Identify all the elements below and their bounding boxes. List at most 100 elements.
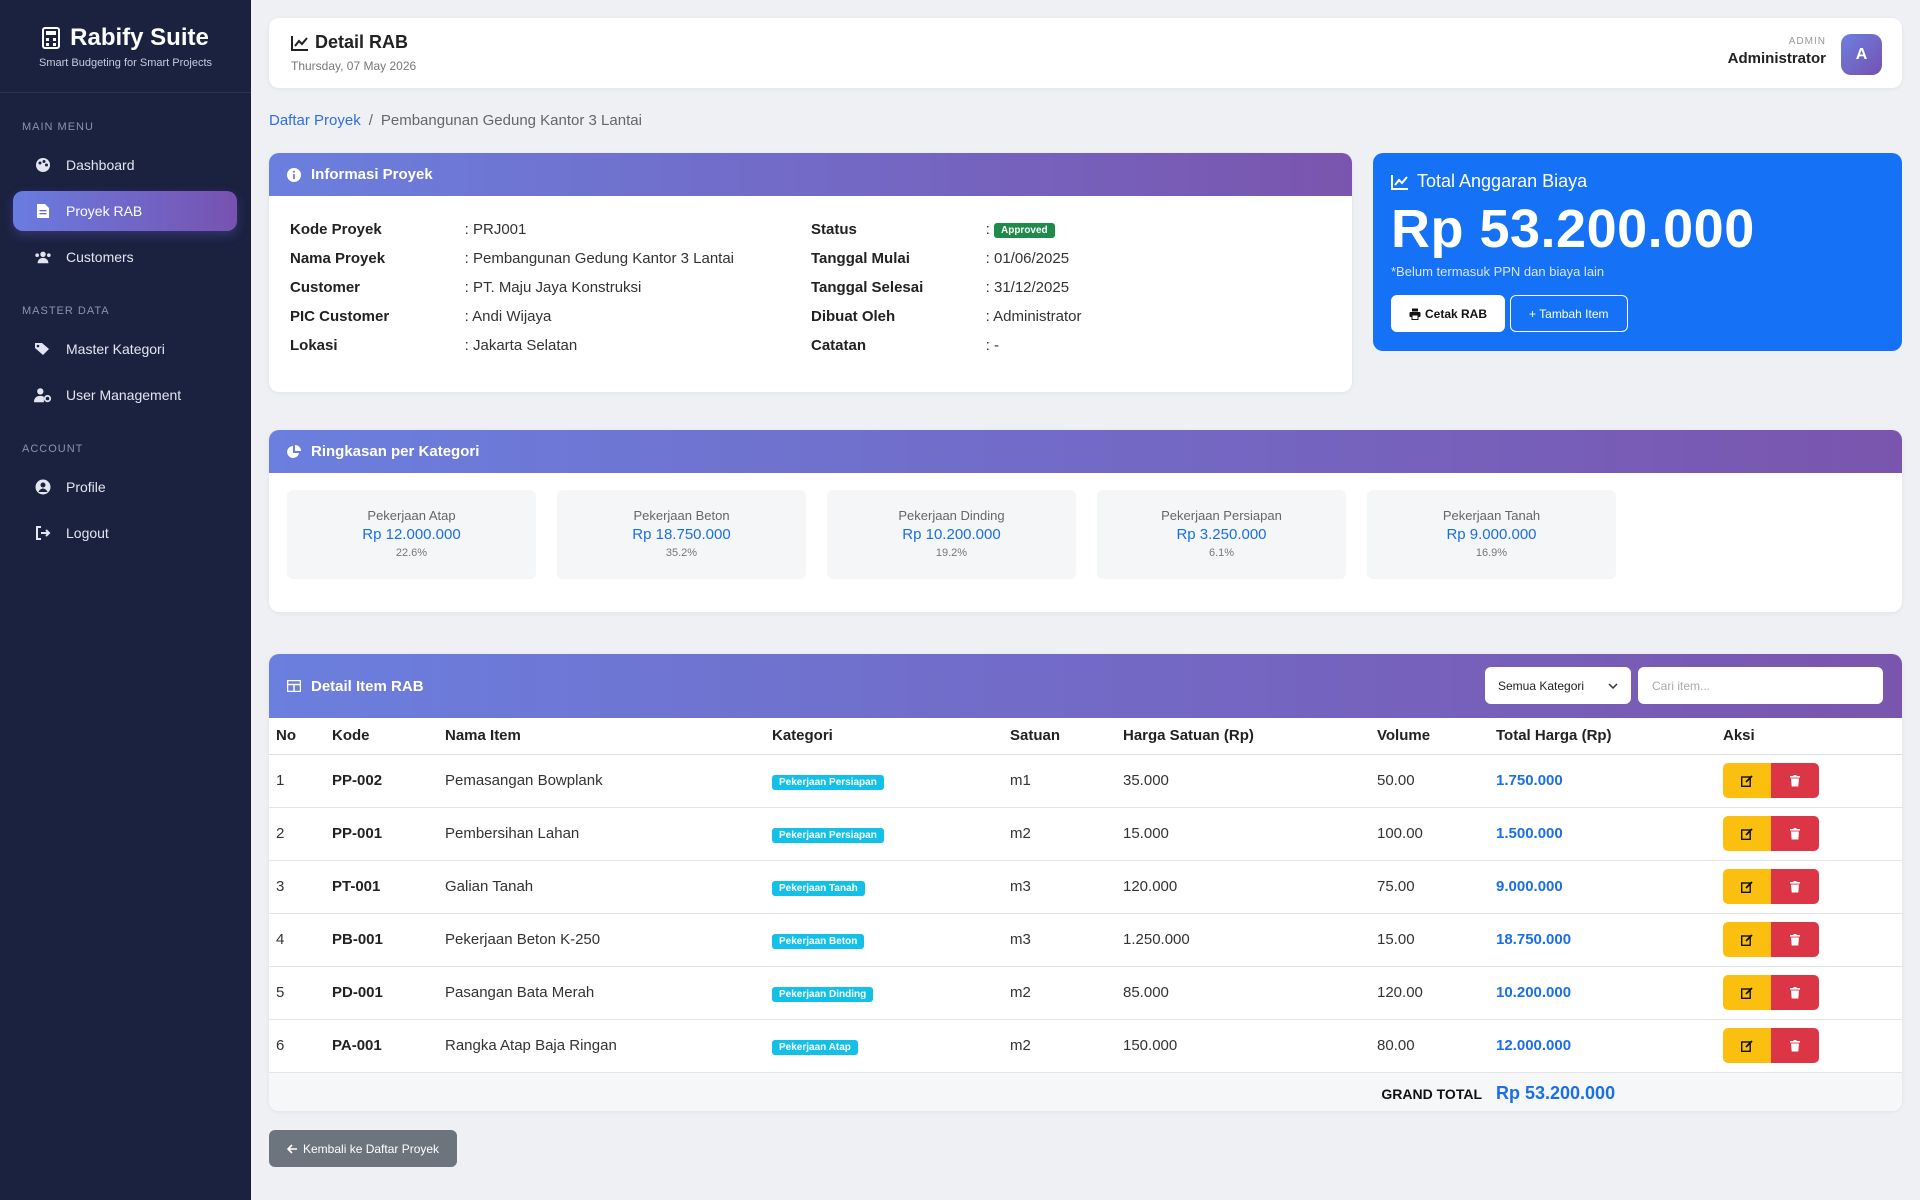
back-to-projects-button[interactable]: Kembali ke Daftar Proyek xyxy=(269,1130,458,1167)
category-badge: Pekerjaan Atap xyxy=(772,1039,858,1055)
edit-button[interactable] xyxy=(1723,1028,1771,1063)
category-name: Pekerjaan Beton xyxy=(633,508,730,523)
cell-no: 5 xyxy=(269,966,325,1020)
sidebar-item-customers[interactable]: Customers xyxy=(13,237,237,277)
delete-button[interactable] xyxy=(1771,869,1819,904)
sidebar-item-label: Master Kategori xyxy=(66,341,165,357)
status-badge: Approved xyxy=(993,222,1055,238)
row-actions xyxy=(1723,975,1895,1010)
info-row: PIC Customer : Andi Wijaya Dibuat Oleh :… xyxy=(290,308,1332,337)
column-header: Kategori xyxy=(765,718,1003,755)
total-budget-title: Total Anggaran Biaya xyxy=(1391,171,1884,192)
edit-button[interactable] xyxy=(1723,816,1771,851)
delete-button[interactable] xyxy=(1771,975,1819,1010)
grand-total-row: GRAND TOTAL Rp 53.200.000 xyxy=(269,1072,1902,1111)
delete-button[interactable] xyxy=(1771,763,1819,798)
cell-name: Pembersihan Lahan xyxy=(438,807,765,861)
info-label: Customer xyxy=(290,279,361,296)
cell-no: 6 xyxy=(269,1019,325,1073)
breadcrumb: Daftar Proyek / Pembangunan Gedung Kanto… xyxy=(269,112,642,129)
column-header: Aksi xyxy=(1716,718,1902,755)
cell-total: 9.000.000 xyxy=(1489,860,1716,914)
edit-icon xyxy=(1741,933,1753,946)
project-info-grid: Kode Proyek : PRJ001 Status : Approved N… xyxy=(290,221,1332,366)
trash-icon xyxy=(1790,827,1800,839)
user-name[interactable]: Administrator xyxy=(1727,50,1826,67)
edit-icon xyxy=(1741,827,1753,840)
sidebar-item-dashboard[interactable]: Dashboard xyxy=(13,145,237,185)
table-row: 3 PT-001 Galian Tanah Pekerjaan Tanah m3… xyxy=(269,860,1902,914)
palette-icon xyxy=(34,156,52,174)
edit-button[interactable] xyxy=(1723,763,1771,798)
table-header-row: No Kode Nama Item Kategori Satuan Harga … xyxy=(269,718,1902,755)
project-info-card: Informasi Proyek Kode Proyek : PRJ001 St… xyxy=(269,153,1352,392)
info-label: Nama Proyek xyxy=(290,250,386,267)
info-label: Status xyxy=(811,221,857,238)
cell-volume: 75.00 xyxy=(1370,860,1489,914)
info-label: Tanggal Selesai xyxy=(811,279,924,296)
total-budget-actions: Cetak RAB + Tambah Item xyxy=(1391,295,1884,332)
cell-code: PT-001 xyxy=(325,860,438,914)
cell-name: Pemasangan Bowplank xyxy=(438,754,765,808)
trash-icon xyxy=(1790,933,1800,945)
info-row: Customer : PT. Maju Jaya Konstruksi Tang… xyxy=(290,279,1332,308)
edit-button[interactable] xyxy=(1723,975,1771,1010)
category-summary-list: Pekerjaan Atap Rp 12.000.000 22.6% Peker… xyxy=(287,490,1616,579)
row-actions xyxy=(1723,763,1895,798)
sidebar-item-profile[interactable]: Profile xyxy=(13,467,237,507)
category-badge: Pekerjaan Tanah xyxy=(772,880,865,896)
cell-total: 10.200.000 xyxy=(1489,966,1716,1020)
avatar[interactable]: A xyxy=(1841,34,1882,75)
cell-total: 1.750.000 xyxy=(1489,754,1716,808)
cell-volume: 100.00 xyxy=(1370,807,1489,861)
cell-category: Pekerjaan Persiapan xyxy=(765,807,1003,861)
cell-actions xyxy=(1716,860,1902,914)
delete-button[interactable] xyxy=(1771,922,1819,957)
page-date: Thursday, 07 May 2026 xyxy=(291,59,417,73)
cell-volume: 50.00 xyxy=(1370,754,1489,808)
user-role: ADMIN xyxy=(1788,36,1826,47)
edit-button[interactable] xyxy=(1723,922,1771,957)
info-value: : Pembangunan Gedung Kantor 3 Lantai xyxy=(464,250,735,267)
breadcrumb-link[interactable]: Daftar Proyek xyxy=(269,112,361,129)
cell-code: PB-001 xyxy=(325,913,438,967)
delete-button[interactable] xyxy=(1771,816,1819,851)
sidebar-item-proyek-rab[interactable]: Proyek RAB xyxy=(13,191,237,231)
user-circle-icon xyxy=(34,478,52,496)
sidebar-item-label: Profile xyxy=(66,479,106,495)
category-percent: 6.1% xyxy=(1208,547,1235,559)
rab-items-card: Detail Item RAB Semua Kategori No Kode N… xyxy=(269,654,1902,1111)
sidebar-item-logout[interactable]: Logout xyxy=(13,513,237,553)
sidebar-item-user-management[interactable]: User Management xyxy=(13,375,237,415)
cell-price: 85.000 xyxy=(1116,966,1370,1020)
cell-category: Pekerjaan Beton xyxy=(765,913,1003,967)
total-budget-note: *Belum termasuk PPN dan biaya lain xyxy=(1391,264,1605,279)
info-value-status: : Approved xyxy=(986,221,1332,250)
category-summary-item: Pekerjaan Beton Rp 18.750.000 35.2% xyxy=(557,490,806,579)
project-info-header: Informasi Proyek xyxy=(269,153,1352,196)
edit-button[interactable] xyxy=(1723,869,1771,904)
cell-code: PD-001 xyxy=(325,966,438,1020)
grand-total-value: Rp 53.200.000 xyxy=(1489,1072,1902,1111)
info-value: : PT. Maju Jaya Konstruksi xyxy=(464,279,642,296)
category-filter-select[interactable]: Semua Kategori xyxy=(1485,667,1631,704)
cell-price: 150.000 xyxy=(1116,1019,1370,1073)
sidebar-item-master-kategori[interactable]: Master Kategori xyxy=(13,329,237,369)
category-badge: Pekerjaan Dinding xyxy=(772,986,874,1002)
info-value: : PRJ001 xyxy=(464,221,527,238)
brand[interactable]: Rabify Suite Smart Budgeting for Smart P… xyxy=(0,0,251,93)
item-search-input[interactable] xyxy=(1638,667,1883,704)
chart-line-icon xyxy=(291,35,308,51)
print-rab-button[interactable]: Cetak RAB xyxy=(1391,295,1506,332)
info-label: PIC Customer xyxy=(290,308,390,325)
category-value: Rp 3.250.000 xyxy=(1176,526,1267,543)
table-icon xyxy=(287,680,301,692)
cell-price: 35.000 xyxy=(1116,754,1370,808)
delete-button[interactable] xyxy=(1771,1028,1819,1063)
category-name: Pekerjaan Persiapan xyxy=(1161,508,1282,523)
category-summary-title: Ringkasan per Kategori xyxy=(311,443,480,460)
add-item-button[interactable]: + Tambah Item xyxy=(1510,295,1628,332)
cell-category: Pekerjaan Tanah xyxy=(765,860,1003,914)
arrow-left-icon xyxy=(287,1143,297,1154)
cell-total: 1.500.000 xyxy=(1489,807,1716,861)
